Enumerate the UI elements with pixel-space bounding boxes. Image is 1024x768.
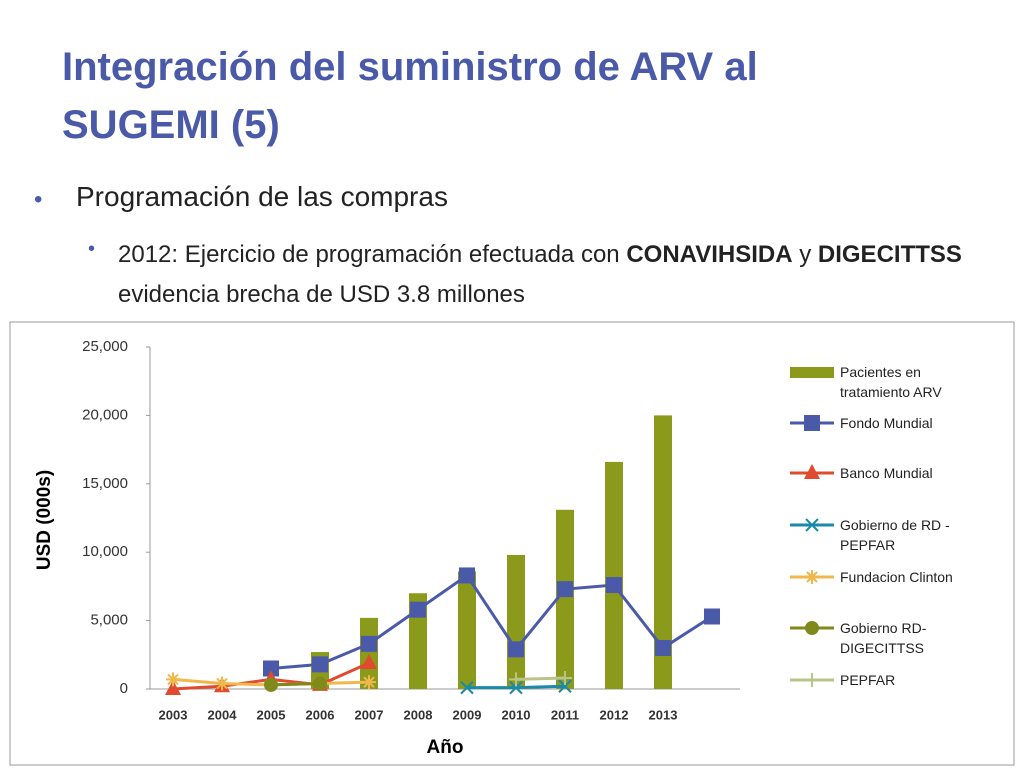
marker xyxy=(655,639,671,656)
y-tick-label: 5,000 xyxy=(90,612,128,629)
marker xyxy=(410,601,426,618)
x-tick-label: 2003 xyxy=(159,707,188,722)
bar xyxy=(556,509,574,689)
bar xyxy=(654,415,672,689)
marker xyxy=(460,680,474,695)
bar xyxy=(507,554,525,689)
legend-marker xyxy=(805,518,819,532)
marker xyxy=(509,672,523,687)
legend-marker xyxy=(805,570,819,584)
marker xyxy=(264,677,278,692)
x-tick-label: 2007 xyxy=(355,707,384,722)
y-tick-label: 15,000 xyxy=(82,475,128,492)
marker xyxy=(165,680,181,695)
bar xyxy=(360,617,378,689)
marker xyxy=(557,581,573,598)
marker xyxy=(459,567,475,584)
y-axis-label: USD (000s) xyxy=(34,470,55,570)
x-tick-label: 2013 xyxy=(649,707,678,722)
bullet-dot: • xyxy=(88,238,96,260)
legend-marker xyxy=(805,621,819,635)
marker xyxy=(558,671,572,686)
marker xyxy=(166,672,180,687)
slide-title: Integración del suministro de ARV al SUG… xyxy=(62,45,758,147)
bar xyxy=(458,571,476,689)
x-axis-label: Año xyxy=(427,737,464,758)
bullet-dot: • xyxy=(34,186,43,213)
bar xyxy=(605,461,623,689)
legend-marker xyxy=(805,673,819,687)
marker xyxy=(704,608,720,625)
line xyxy=(270,682,321,687)
marker xyxy=(312,656,328,673)
text-run: CONAVIHSIDA xyxy=(626,241,793,268)
text-run: y xyxy=(792,241,818,268)
chart-frame xyxy=(9,321,1015,766)
x-tick-label: 2005 xyxy=(257,707,286,722)
marker xyxy=(361,635,377,652)
legend-swatch xyxy=(790,367,834,378)
legend-label: PEPFAR xyxy=(840,672,896,688)
legend-label: Gobierno de RD - PEPFAR xyxy=(840,517,950,553)
x-tick-label: 2010 xyxy=(502,707,531,722)
marker xyxy=(362,675,376,690)
y-tick-label: 0 xyxy=(120,680,128,697)
sub-bullet: 2012: Ejercicio de programación efectuad… xyxy=(118,235,1008,315)
text-run: DIGECITTSS xyxy=(817,241,962,268)
x-tick-label: 2009 xyxy=(453,707,482,722)
y-tick-label: 10,000 xyxy=(82,543,128,560)
marker xyxy=(606,577,622,594)
legend-marker xyxy=(804,415,820,431)
x-tick-label: 2012 xyxy=(600,707,629,722)
marker xyxy=(313,676,327,691)
x-tick-label: 2004 xyxy=(208,707,238,722)
marker xyxy=(361,654,377,670)
y-tick-label: 20,000 xyxy=(82,406,128,423)
x-tick-label: 2008 xyxy=(404,707,433,722)
line xyxy=(515,676,566,681)
legend-label: Fundacion Clinton xyxy=(840,569,953,585)
bullet: Programación de las compras xyxy=(76,181,448,212)
marker xyxy=(215,676,229,691)
marker xyxy=(508,641,524,658)
x-tick-label: 2011 xyxy=(551,707,579,722)
marker xyxy=(509,680,523,695)
legend-label: Fondo Mundial xyxy=(840,415,933,431)
legend-label: Gobierno RD-DIGECITTSS xyxy=(840,620,927,656)
marker xyxy=(558,679,572,693)
legend-marker xyxy=(804,464,820,479)
x-tick-label: 2006 xyxy=(306,707,335,722)
y-tick-label: 25,000 xyxy=(82,338,128,355)
legend-label: Pacientes en tratamiento ARV xyxy=(840,364,942,400)
legend-label: Banco Mundial xyxy=(840,465,933,481)
text-run: 2012: Ejercicio de programación efectuad… xyxy=(118,241,627,268)
line xyxy=(270,573,713,670)
text-run: evidencia brecha de USD 3.8 millones xyxy=(118,241,976,308)
marker xyxy=(263,660,279,677)
